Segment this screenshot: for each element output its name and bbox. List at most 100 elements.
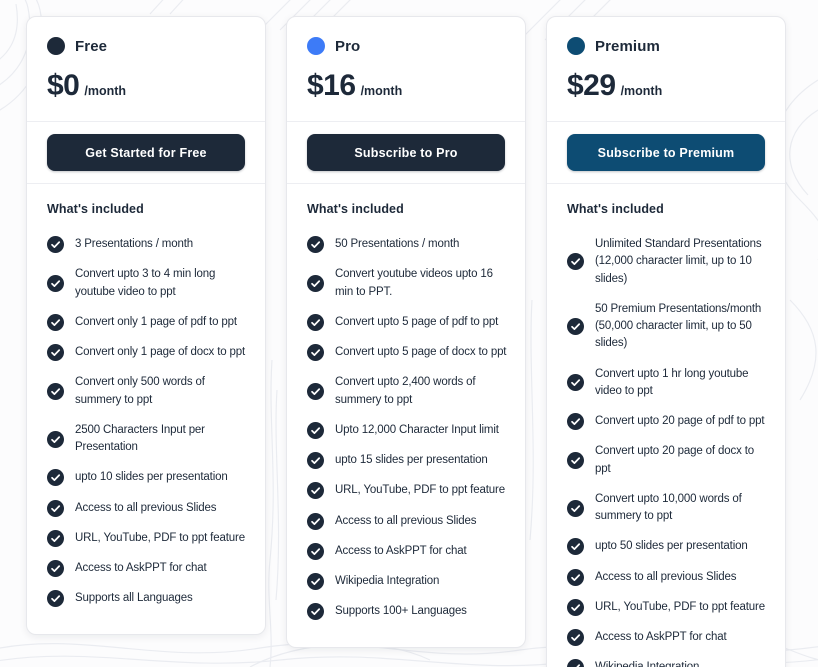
- plan-name: Premium: [595, 37, 660, 55]
- feature-text: 50 Presentations / month: [335, 238, 460, 250]
- check-icon: [307, 512, 324, 530]
- check-icon: [567, 452, 584, 469]
- cta-row: Subscribe to Pro: [287, 122, 525, 183]
- check-icon: [47, 590, 64, 608]
- features-section: What's included 3 Presentations / month …: [27, 184, 265, 634]
- plan-dot-icon: [47, 37, 65, 55]
- plan-card-free: Free $0 /month Get Started for Free What…: [26, 16, 266, 635]
- feature-text: Convert youtube videos upto 16 min to PP…: [335, 268, 493, 298]
- check-icon: [47, 236, 64, 254]
- cta-button-premium[interactable]: Subscribe to Premium: [567, 134, 765, 171]
- feature-text: URL, YouTube, PDF to ppt feature: [595, 600, 765, 613]
- cta-row: Get Started for Free: [27, 122, 265, 183]
- feature-text: Convert only 1 page of pdf to ppt: [75, 315, 237, 328]
- divider: [27, 121, 265, 122]
- feature-item: Wikipedia Integration: [567, 659, 767, 667]
- feature-item: Convert upto 5 page of pdf to ppt: [307, 313, 507, 331]
- feature-text: Access to all previous Slides: [75, 501, 217, 514]
- feature-text: Access to all previous Slides: [595, 570, 737, 583]
- plan-price: $16: [307, 69, 356, 102]
- check-icon: [567, 659, 584, 667]
- feature-text: 3 Presentations / month: [75, 238, 194, 250]
- check-icon: [567, 568, 584, 586]
- feature-item: 3 Presentations / month: [47, 236, 247, 254]
- feature-item: Supports 100+ Languages: [307, 603, 507, 621]
- plan-title-row: Free: [47, 37, 245, 55]
- check-icon: [567, 413, 584, 431]
- price-row: $0 /month: [47, 69, 245, 103]
- feature-item: Upto 12,000 Character Input limit: [307, 421, 507, 439]
- feature-item: Access to AskPPT for chat: [307, 542, 507, 560]
- check-icon: [307, 313, 324, 331]
- feature-text: Supports all Languages: [75, 592, 193, 605]
- feature-item: 2500 Characters Input per Presentation: [47, 422, 247, 457]
- cta-button-free[interactable]: Get Started for Free: [47, 134, 245, 171]
- feature-text: Convert upto 1 hr long youtube video to …: [595, 367, 749, 397]
- check-icon: [47, 344, 64, 362]
- check-icon: [307, 383, 324, 400]
- check-icon: [307, 236, 324, 254]
- divider: [547, 121, 785, 122]
- check-icon: [567, 598, 584, 616]
- divider: [547, 183, 785, 184]
- feature-text: Convert upto 5 page of pdf to ppt: [335, 315, 499, 328]
- feature-item: upto 50 slides per presentation: [567, 538, 767, 556]
- feature-item: Convert only 500 words of summery to ppt: [47, 374, 247, 409]
- feature-text: Convert upto 3 to 4 min long youtube vid…: [75, 268, 216, 298]
- check-icon: [47, 383, 64, 400]
- feature-item: Access to all previous Slides: [567, 568, 767, 586]
- feature-text: 2500 Characters Input per Presentation: [75, 423, 205, 453]
- feature-text: Upto 12,000 Character Input limit: [335, 423, 499, 436]
- feature-item: upto 15 slides per presentation: [307, 452, 507, 470]
- feature-list: 3 Presentations / month Convert upto 3 t…: [47, 236, 247, 608]
- plan-period: /month: [620, 84, 663, 98]
- feature-text: Convert upto 2,400 words of summery to p…: [335, 376, 476, 406]
- feature-item: Convert upto 3 to 4 min long youtube vid…: [47, 266, 247, 301]
- check-icon: [307, 344, 324, 362]
- feature-item: Unlimited Standard Presentations (12,000…: [567, 236, 767, 288]
- check-icon: [47, 529, 64, 547]
- check-icon: [567, 538, 584, 556]
- check-icon: [567, 318, 584, 336]
- plan-card-premium: Premium $29 /month Subscribe to Premium …: [546, 16, 786, 667]
- feature-item: Access to AskPPT for chat: [47, 560, 247, 578]
- check-icon: [567, 253, 584, 271]
- feature-text: upto 15 slides per presentation: [335, 454, 488, 466]
- check-icon: [307, 482, 324, 500]
- feature-item: URL, YouTube, PDF to ppt feature: [307, 482, 507, 500]
- feature-text: URL, YouTube, PDF to ppt feature: [335, 484, 505, 497]
- whats-included-label: What's included: [567, 202, 664, 216]
- feature-item: Convert upto 1 hr long youtube video to …: [567, 366, 767, 401]
- plan-name: Pro: [335, 37, 361, 55]
- feature-text: Access to AskPPT for chat: [335, 544, 467, 557]
- feature-item: Convert upto 5 page of docx to ppt: [307, 344, 507, 362]
- feature-text: Convert upto 5 page of docx to ppt: [335, 346, 507, 358]
- check-icon: [307, 275, 324, 292]
- check-icon: [47, 499, 64, 517]
- plan-name: Free: [75, 37, 108, 55]
- plan-dot-icon: [567, 37, 585, 55]
- feature-item: upto 10 slides per presentation: [47, 469, 247, 487]
- plan-card-pro: Pro $16 /month Subscribe to Pro What's i…: [286, 16, 526, 648]
- feature-text: Wikipedia Integration: [595, 659, 699, 667]
- feature-item: Wikipedia Integration: [307, 573, 507, 591]
- plan-dot-icon: [307, 37, 325, 55]
- feature-text: upto 10 slides per presentation: [75, 471, 228, 484]
- feature-text: Convert upto 10,000 words of summery to …: [595, 492, 742, 522]
- feature-text: upto 50 slides per presentation: [595, 540, 748, 553]
- whats-included-label: What's included: [47, 202, 144, 216]
- feature-item: 50 Premium Presentations/month (50,000 c…: [567, 301, 767, 353]
- feature-item: Convert only 1 page of pdf to ppt: [47, 313, 247, 331]
- plan-period: /month: [84, 84, 127, 98]
- feature-text: Unlimited Standard Presentations (12,000…: [595, 238, 762, 285]
- feature-text: Supports 100+ Languages: [335, 605, 467, 618]
- plan-title-row: Premium: [567, 37, 765, 55]
- features-section: What's included 50 Presentations / month…: [287, 184, 525, 647]
- cta-button-pro[interactable]: Subscribe to Pro: [307, 134, 505, 171]
- feature-text: URL, YouTube, PDF to ppt feature: [75, 531, 245, 544]
- feature-item: Access to AskPPT for chat: [567, 629, 767, 647]
- feature-item: Convert upto 10,000 words of summery to …: [567, 491, 767, 526]
- check-icon: [567, 374, 584, 392]
- feature-item: Access to all previous Slides: [47, 499, 247, 517]
